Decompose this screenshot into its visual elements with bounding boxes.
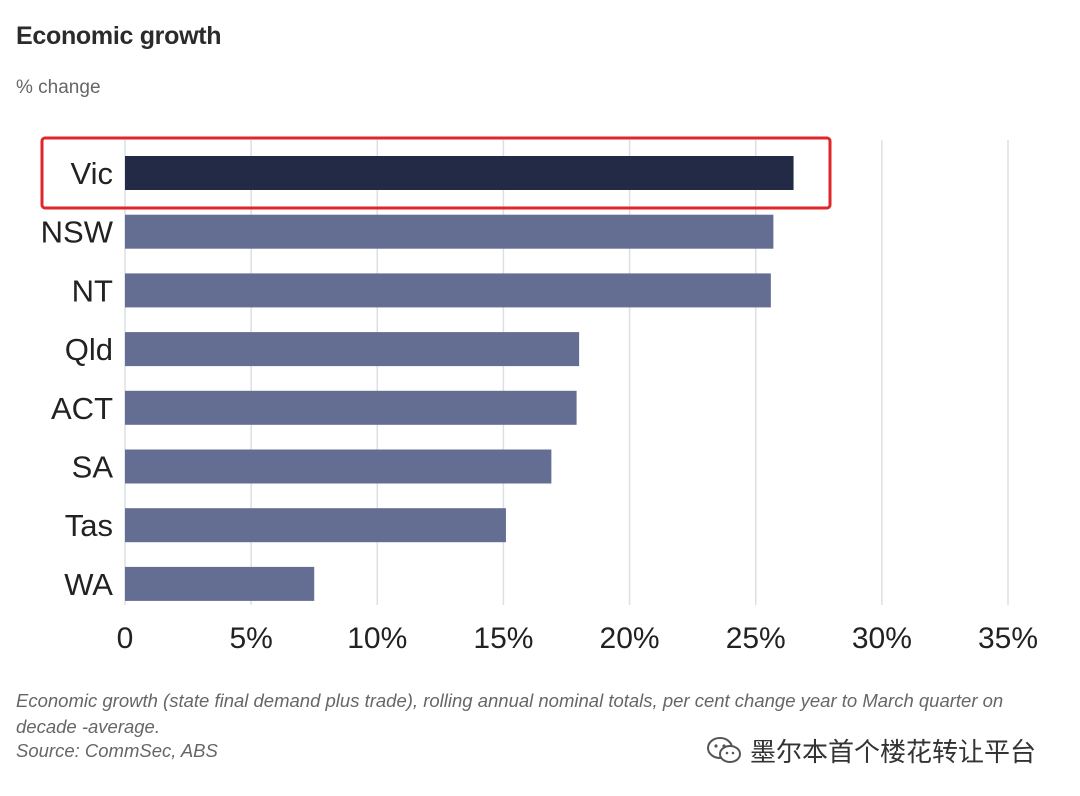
bar-nsw — [125, 214, 774, 249]
x-tick-label: 25% — [726, 622, 786, 655]
x-axis-tick-labels: 0 5% 10% 15% 20% 25% 30% 35% — [117, 622, 1038, 655]
category-labels: Vic NSW NT Qld ACT SA Tas WA — [41, 156, 114, 602]
bar-wa — [125, 566, 315, 601]
x-tick-label: 30% — [852, 622, 912, 655]
category-label: Vic — [70, 156, 113, 191]
category-label: NSW — [41, 215, 114, 250]
highlight-box — [40, 136, 832, 210]
chart-title: Economic growth — [16, 22, 222, 50]
x-tick-label: 5% — [229, 622, 272, 655]
chart-subtitle: % change — [16, 77, 101, 98]
category-label: WA — [64, 567, 113, 602]
bar-tas — [125, 508, 506, 543]
category-label: Qld — [65, 332, 113, 367]
chart-source: Source: CommSec, ABS — [16, 740, 218, 761]
bar-act — [125, 390, 577, 425]
chart-caption: Economic growth (state final demand plus… — [16, 690, 1004, 737]
x-tick-label: 0 — [117, 622, 134, 655]
category-label: ACT — [51, 391, 113, 426]
bar-vic — [125, 156, 794, 190]
watermark-text: 墨尔本首个楼花转让平台 — [750, 738, 1037, 768]
category-label: Tas — [65, 508, 113, 543]
category-label: SA — [72, 450, 114, 485]
x-tick-label: 35% — [978, 622, 1038, 655]
category-label: NT — [72, 273, 113, 308]
wechat-icon — [707, 736, 741, 763]
bar-nt — [125, 273, 771, 308]
x-tick-label: 20% — [600, 622, 660, 655]
bar-chart: Vic NSW NT Qld ACT SA Tas WA 0 5% 10% 15% 20% 25% 30%… — [40, 136, 1038, 655]
watermark: 墨尔本首个楼花转让平台 — [700, 730, 1043, 771]
x-tick-label: 15% — [473, 622, 533, 655]
x-tick-label: 10% — [347, 622, 407, 655]
bars — [125, 156, 794, 601]
bar-sa — [125, 449, 552, 484]
bar-qld — [125, 332, 580, 367]
